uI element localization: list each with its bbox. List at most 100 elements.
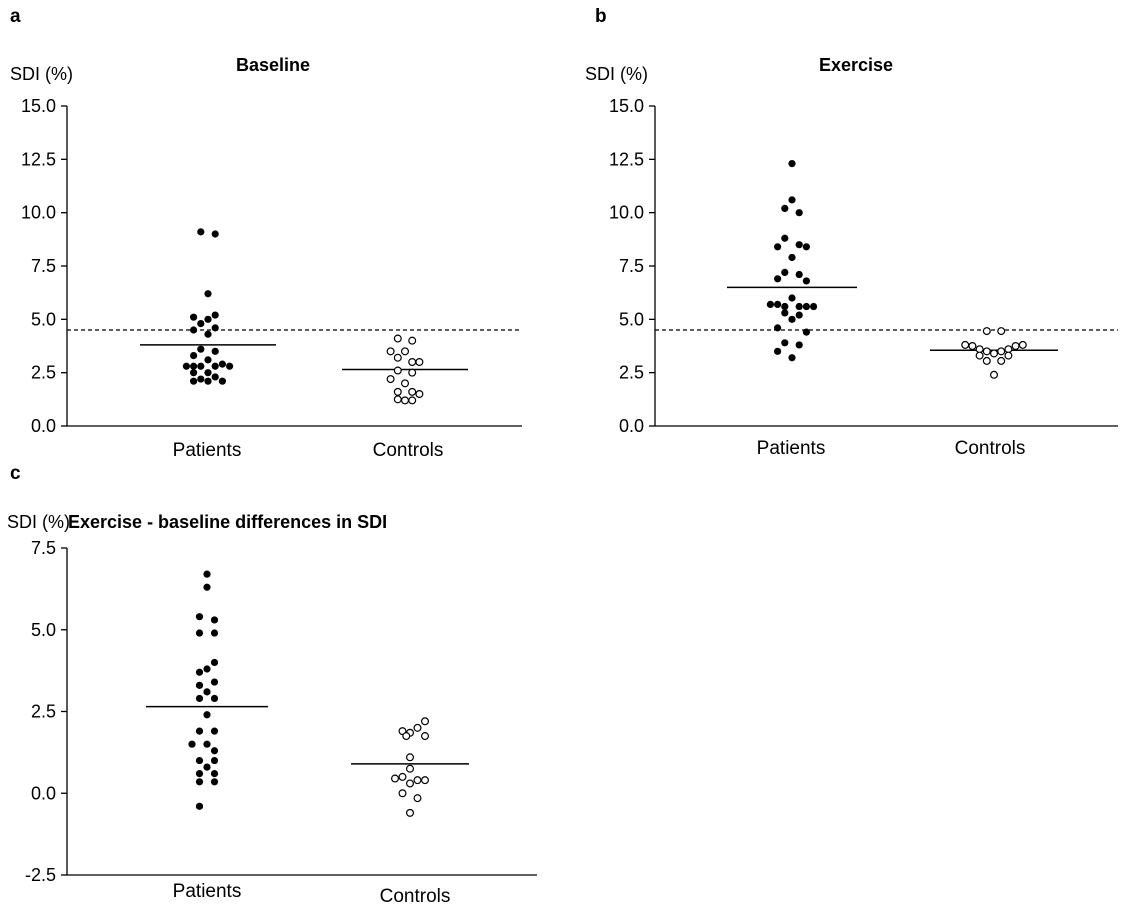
data-point bbox=[182, 362, 190, 370]
data-point bbox=[975, 351, 984, 360]
data-point bbox=[774, 275, 782, 283]
data-point bbox=[211, 347, 219, 355]
data-point bbox=[204, 330, 212, 338]
data-point bbox=[210, 770, 219, 778]
data-point bbox=[210, 747, 219, 755]
y-tick-label: 0.0 bbox=[31, 783, 56, 803]
data-point bbox=[795, 270, 803, 279]
data-point bbox=[961, 340, 970, 349]
data-point bbox=[795, 311, 803, 319]
data-point bbox=[982, 327, 991, 336]
data-point bbox=[195, 770, 204, 778]
data-point bbox=[204, 315, 212, 323]
panel-b-title: Exercise bbox=[819, 55, 893, 75]
panel-b-letter: b bbox=[595, 6, 607, 27]
data-point bbox=[406, 779, 415, 788]
data-point bbox=[795, 209, 803, 217]
data-point bbox=[393, 353, 402, 362]
data-point bbox=[195, 756, 204, 765]
data-point bbox=[401, 347, 410, 356]
data-point bbox=[982, 347, 991, 356]
data-point bbox=[393, 366, 402, 375]
y-tick-label: 2.5 bbox=[31, 363, 56, 383]
data-point bbox=[997, 356, 1006, 365]
data-point bbox=[211, 324, 219, 332]
data-point bbox=[413, 794, 422, 803]
panel-a-category-label: Controls bbox=[373, 440, 444, 461]
panel-c-y-axis: -2.5 0.0 2.5 5.0 7.5 bbox=[25, 538, 537, 885]
panel-c-title: Exercise - baseline differences in SDI bbox=[68, 512, 387, 532]
y-tick-label: 2.5 bbox=[31, 702, 56, 722]
data-point bbox=[795, 302, 803, 311]
panel-a-y-axis: 0.0 2.5 5.0 7.5 10.0 12.5 15.0 bbox=[21, 96, 522, 436]
data-point bbox=[386, 347, 395, 356]
data-point bbox=[774, 243, 782, 251]
data-point bbox=[781, 234, 789, 242]
panel-a-title: Baseline bbox=[236, 55, 310, 75]
data-point bbox=[781, 339, 789, 347]
data-point bbox=[401, 396, 410, 405]
data-point bbox=[210, 616, 219, 624]
panel-b-x-axis: Patients Controls bbox=[757, 438, 1026, 459]
data-point bbox=[203, 711, 211, 719]
data-point bbox=[406, 764, 415, 773]
panel-a-ylabel: SDI (%) bbox=[10, 64, 73, 84]
data-point bbox=[190, 362, 198, 370]
y-tick-label: 10.0 bbox=[21, 203, 56, 223]
data-point bbox=[975, 345, 984, 354]
y-tick-label: 7.5 bbox=[31, 256, 56, 276]
panel-c-category-label: Controls bbox=[380, 886, 451, 907]
data-point bbox=[211, 373, 219, 381]
data-point bbox=[788, 294, 796, 302]
data-point bbox=[190, 377, 198, 385]
data-point bbox=[203, 665, 211, 673]
y-tick-label: 7.5 bbox=[619, 256, 644, 276]
data-point bbox=[210, 727, 219, 735]
data-point bbox=[195, 727, 204, 735]
panel-c-plot bbox=[146, 570, 469, 817]
data-point bbox=[408, 358, 417, 367]
data-point bbox=[402, 732, 411, 741]
panel-b-ylabel: SDI (%) bbox=[585, 64, 648, 84]
data-point bbox=[774, 300, 782, 308]
y-tick-label: 12.5 bbox=[21, 149, 56, 169]
data-point bbox=[190, 313, 198, 321]
data-point bbox=[788, 354, 796, 362]
data-point bbox=[802, 243, 811, 251]
y-tick-label: 5.0 bbox=[31, 309, 56, 329]
data-point bbox=[788, 315, 796, 323]
data-point bbox=[393, 387, 402, 396]
data-point bbox=[386, 375, 395, 384]
y-tick-label: 12.5 bbox=[609, 149, 644, 169]
data-point bbox=[421, 776, 430, 785]
data-point bbox=[408, 336, 417, 345]
data-point bbox=[415, 390, 424, 399]
data-point bbox=[203, 570, 211, 578]
data-point bbox=[802, 328, 811, 336]
data-point bbox=[197, 228, 205, 236]
data-point bbox=[195, 802, 204, 810]
data-point bbox=[1004, 351, 1013, 360]
panel-c-category-label: Patients bbox=[173, 881, 242, 902]
data-point bbox=[226, 362, 234, 370]
panel-a-category-label: Patients bbox=[173, 440, 242, 461]
data-point bbox=[398, 772, 407, 781]
data-point bbox=[1011, 342, 1020, 351]
data-point bbox=[774, 347, 782, 355]
panel-a-letter: a bbox=[10, 6, 21, 27]
data-point bbox=[203, 583, 211, 591]
data-point bbox=[195, 694, 204, 703]
data-point bbox=[188, 740, 196, 748]
data-point bbox=[204, 356, 212, 364]
data-point bbox=[195, 668, 204, 676]
data-point bbox=[393, 334, 402, 343]
data-point bbox=[408, 396, 417, 405]
data-point bbox=[997, 347, 1006, 356]
data-point bbox=[218, 360, 226, 368]
data-point bbox=[204, 377, 212, 385]
y-tick-label: 0.0 bbox=[31, 416, 56, 436]
data-point bbox=[210, 678, 219, 686]
data-point bbox=[211, 230, 219, 238]
panel-c-letter: c bbox=[10, 463, 21, 484]
